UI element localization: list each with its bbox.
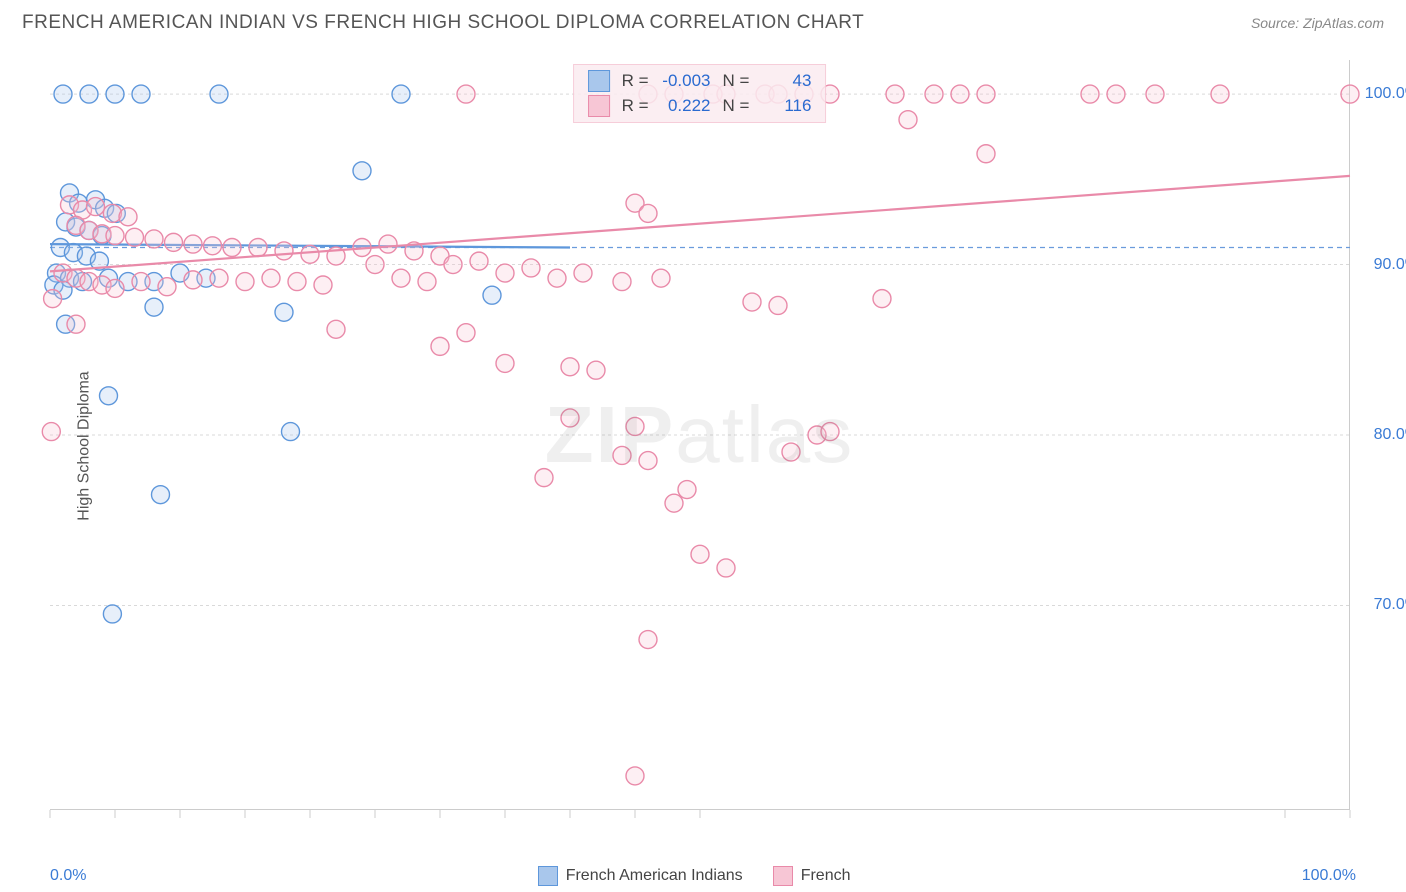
chart-title: FRENCH AMERICAN INDIAN VS FRENCH HIGH SC… bbox=[22, 12, 864, 34]
legend-item-1: French bbox=[773, 866, 851, 886]
ytick-label: 80.0% bbox=[1359, 426, 1406, 444]
x-axis-min-label: 0.0% bbox=[50, 867, 86, 885]
legend-label-1: French bbox=[801, 867, 851, 885]
legend-swatch-0-icon bbox=[538, 866, 558, 886]
legend-item-0: French American Indians bbox=[538, 866, 743, 886]
n-value-1: 116 bbox=[761, 94, 811, 119]
r-value-1: 0.222 bbox=[661, 94, 711, 119]
ytick-label: 100.0% bbox=[1359, 85, 1406, 103]
n-value-0: 43 bbox=[761, 69, 811, 94]
stats-row-1: R = 0.222 N = 116 bbox=[588, 94, 812, 119]
chart-svg bbox=[50, 60, 1350, 810]
y-axis-label: High School Diploma bbox=[76, 371, 94, 520]
x-axis-max-label: 100.0% bbox=[1302, 867, 1356, 885]
n-label: N = bbox=[723, 94, 750, 119]
source-label: Source: ZipAtlas.com bbox=[1251, 15, 1384, 31]
legend-swatch-1-icon bbox=[773, 866, 793, 886]
bottom-legend: 0.0% French American Indians French 100.… bbox=[0, 866, 1406, 886]
series-legend: French American Indians French bbox=[538, 866, 851, 886]
r-label: R = bbox=[622, 94, 649, 119]
stats-row-0: R = -0.003 N = 43 bbox=[588, 69, 812, 94]
ytick-label: 70.0% bbox=[1359, 596, 1406, 614]
swatch-series-1-icon bbox=[588, 95, 610, 117]
swatch-series-0-icon bbox=[588, 70, 610, 92]
n-label: N = bbox=[723, 69, 750, 94]
legend-label-0: French American Indians bbox=[566, 867, 743, 885]
r-value-0: -0.003 bbox=[661, 69, 711, 94]
plot-area: ZIPatlas R = -0.003 N = 43 R = 0.222 N =… bbox=[50, 60, 1350, 810]
ytick-label: 90.0% bbox=[1359, 256, 1406, 274]
r-label: R = bbox=[622, 69, 649, 94]
stats-legend: R = -0.003 N = 43 R = 0.222 N = 116 bbox=[573, 64, 827, 123]
